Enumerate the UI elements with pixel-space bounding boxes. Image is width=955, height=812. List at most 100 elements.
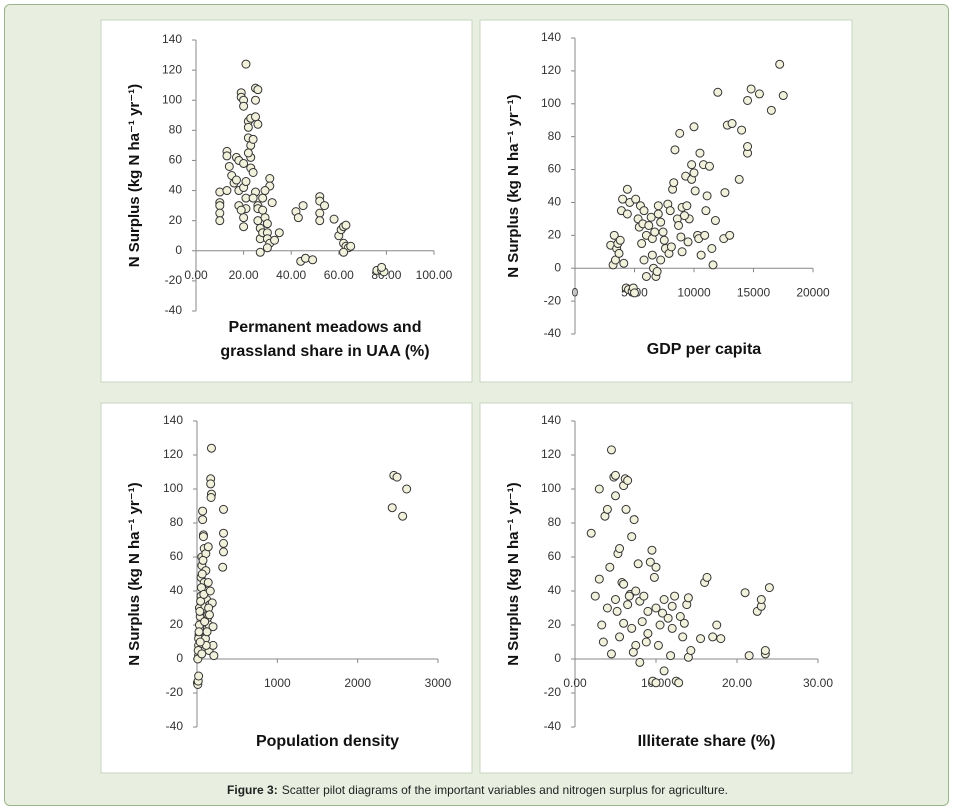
scatter-point <box>655 620 665 630</box>
x-tick-label: 2000 <box>344 676 371 690</box>
scatter-point <box>590 591 600 601</box>
scatter-point <box>341 220 351 230</box>
x-tick-label: 0.00 <box>563 676 587 690</box>
scatter-point <box>320 201 330 211</box>
scatter-point <box>651 562 661 572</box>
scatter-point <box>293 213 303 223</box>
scatter-point <box>778 91 788 101</box>
scatter-point <box>696 250 706 260</box>
y-tick-label: 80 <box>548 515 562 529</box>
scatter-point <box>760 646 770 655</box>
scatter-point <box>611 595 620 604</box>
scatter-point <box>657 608 667 618</box>
x-tick-label: 3000 <box>425 676 452 690</box>
scatter-point <box>602 504 612 514</box>
y-tick-label: 140 <box>541 30 561 44</box>
scatter-point <box>231 175 241 185</box>
y-tick-label: -40 <box>544 719 562 733</box>
x-axis-title: Population density <box>256 733 399 750</box>
scatter-point <box>609 230 619 240</box>
scatter-point <box>205 586 215 596</box>
scatter-point <box>687 160 697 170</box>
scatter-point <box>218 562 228 572</box>
scatter-point <box>708 260 718 270</box>
caption-text: Scatter pilot diagrams of the important … <box>281 783 728 797</box>
scatter-point <box>637 617 647 627</box>
y-axis-title: N Surplus (kg N ha⁻¹ yr⁻¹) <box>126 84 143 267</box>
y-axis-title: N Surplus (kg N ha⁻¹ yr⁻¹) <box>505 94 522 277</box>
y-tick-label: 60 <box>548 162 562 176</box>
scatter-point <box>710 216 720 226</box>
scatter-point <box>586 528 596 538</box>
scatter-point <box>215 187 225 197</box>
scatter-point <box>298 201 308 211</box>
y-tick-label: 40 <box>548 195 562 209</box>
scatter-point <box>194 627 204 637</box>
x-tick-label: 30.00 <box>803 676 833 690</box>
scatter-point <box>637 239 647 249</box>
scatter-point <box>248 193 258 203</box>
y-axis-title: N Surplus (kg N ha⁻¹ yr⁻¹) <box>505 482 522 665</box>
scatter-point <box>195 606 205 616</box>
scatter-point <box>243 122 253 132</box>
y-tick-label: 20 <box>548 228 562 242</box>
scatter-point <box>647 250 657 260</box>
y-tick-label: 40 <box>170 583 184 597</box>
scatter-point <box>628 647 638 657</box>
scatter-point <box>198 506 208 516</box>
x-tick-label: 20000 <box>796 285 830 299</box>
scatter-point <box>631 586 641 596</box>
scatter-point <box>236 205 246 215</box>
scatter-point <box>248 167 258 177</box>
scatter-point <box>645 557 655 567</box>
scatter-point <box>639 255 649 265</box>
scatter-point <box>674 678 684 688</box>
y-tick-label: -20 <box>544 685 562 699</box>
scatter-point <box>606 649 616 659</box>
scatter-point <box>641 271 651 281</box>
y-tick-label: 140 <box>163 413 183 427</box>
scatter-point <box>239 213 249 223</box>
y-tick-label: 120 <box>163 447 183 461</box>
y-tick-label: 140 <box>541 413 561 427</box>
scatter-point <box>258 193 268 203</box>
scatter-point <box>387 503 397 513</box>
scatter-point <box>639 206 649 216</box>
scatter-point <box>614 248 624 258</box>
y-tick-label: -20 <box>165 273 183 287</box>
scatter-point <box>623 476 633 485</box>
y-tick-label: 120 <box>541 447 561 461</box>
scatter-point <box>651 678 661 688</box>
scatter-point <box>197 569 207 579</box>
scatter-point <box>766 105 776 115</box>
scatter-point <box>198 532 208 542</box>
panel <box>100 19 473 383</box>
scatter-point <box>656 217 666 227</box>
scatter-point <box>206 479 216 489</box>
scatter-point <box>194 671 204 681</box>
y-tick-label: 100 <box>162 92 182 106</box>
scatter-point <box>716 634 726 644</box>
scatter-point <box>315 208 325 218</box>
x-tick-label: 0 <box>572 285 579 299</box>
y-tick-label: 40 <box>548 583 562 597</box>
scatter-point <box>258 205 268 215</box>
scatter-point <box>627 532 637 542</box>
scatter-point <box>329 214 339 224</box>
scatter-point <box>197 649 207 659</box>
x-tick-label: 20.00 <box>722 676 752 690</box>
scatter-point <box>656 255 666 265</box>
y-tick-label: -40 <box>165 303 183 317</box>
scatter-point <box>206 443 216 453</box>
scatter-point <box>775 59 785 69</box>
scatter-point <box>255 247 265 257</box>
x-axis-title: grassland share in UAA (%) <box>220 343 429 360</box>
scatter-point <box>243 148 253 158</box>
scatter-point <box>300 253 310 263</box>
y-tick-label: 100 <box>541 481 561 495</box>
y-tick-label: 40 <box>169 183 183 197</box>
y-tick-label: 80 <box>169 123 183 137</box>
panel <box>100 402 473 774</box>
scatter-point <box>720 188 730 198</box>
scatter-point <box>398 511 408 521</box>
